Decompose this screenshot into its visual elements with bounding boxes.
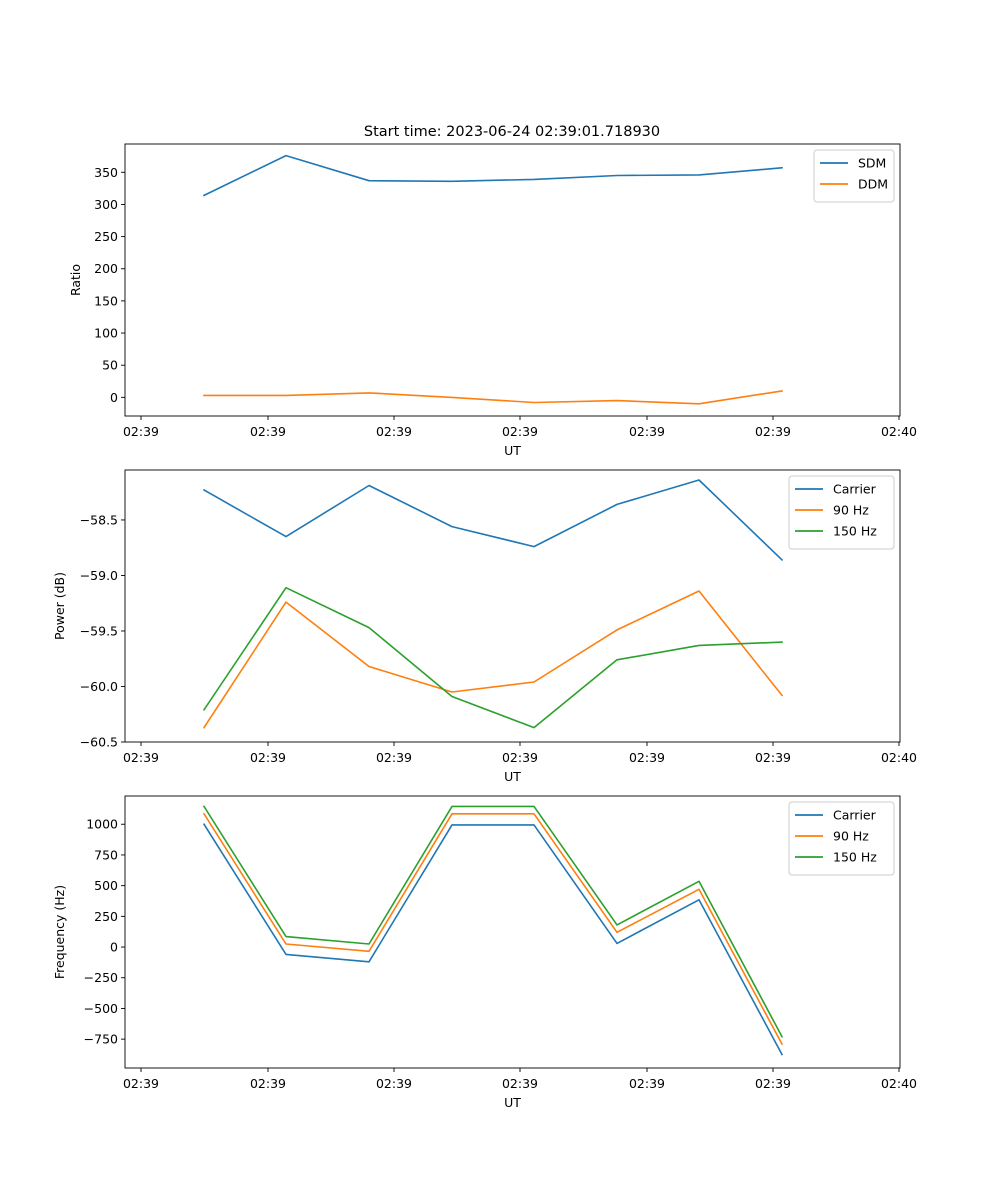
x-tick-label: 02:39 (502, 1076, 538, 1091)
y-tick-label: 50 (102, 358, 118, 373)
legend-label: 150 Hz (833, 524, 877, 539)
y-tick-label: 500 (94, 878, 118, 893)
y-tick-label: 0 (110, 940, 118, 955)
y-tick-label: 1000 (86, 817, 118, 832)
legend-label: DDM (858, 177, 888, 192)
chart-2: 02:39 02:39 02:39 02:39 02:39 02:39 02:40 −60.5… (52, 469, 917, 784)
legend-label: Carrier (833, 808, 877, 823)
x-tick-label: 02:39 (629, 1076, 665, 1091)
x-tick-label: 02:40 (881, 1076, 917, 1091)
y-tick-label: 250 (94, 229, 118, 244)
legend-label: 90 Hz (833, 503, 869, 518)
x-tick-label: 02:39 (502, 424, 538, 439)
x-tick-label: 02:39 (250, 424, 286, 439)
y-tick-label: −60.0 (80, 679, 118, 694)
y-tick-label: −750 (84, 1032, 118, 1047)
x-axis-label: UT (504, 1095, 521, 1110)
x-tick-label: 02:39 (376, 1076, 412, 1091)
axes-frame (124, 143, 901, 417)
y-tick-label: 300 (94, 197, 118, 212)
y-axis-label: Frequency (Hz) (52, 885, 67, 979)
x-tick-label: 02:40 (881, 750, 917, 765)
x-tick-label: 02:39 (250, 750, 286, 765)
series-line-ddm (203, 389, 783, 405)
x-tick-label: 02:39 (755, 1076, 791, 1091)
x-tick-label: 02:39 (629, 750, 665, 765)
series-line-90-hz (202, 812, 784, 1046)
y-tick-label: −250 (84, 970, 118, 985)
y-tick-label: 150 (94, 293, 118, 308)
axes-frame (124, 469, 901, 743)
x-tick-label: 02:39 (502, 750, 538, 765)
axes-frame (124, 795, 901, 1069)
x-axis-label: UT (504, 769, 521, 784)
y-tick-label: 0 (110, 390, 118, 405)
series-line-carrier (202, 823, 784, 1056)
series-line-150-hz (202, 586, 783, 729)
legend: Carrier 90 Hz 150 Hz (788, 475, 895, 550)
y-tick-label: 750 (94, 847, 118, 862)
series-line-carrier (202, 479, 784, 562)
y-tick-label: −58.5 (80, 512, 118, 527)
x-tick-label: 02:39 (123, 424, 159, 439)
y-tick-label: −60.5 (80, 735, 118, 750)
x-tick-label: 02:39 (250, 1076, 286, 1091)
x-tick-label: 02:39 (376, 424, 412, 439)
y-axis-label: Ratio (68, 264, 83, 296)
x-axis-label: UT (504, 443, 521, 458)
legend-label: 150 Hz (833, 850, 877, 865)
y-tick-label: 250 (94, 909, 118, 924)
figure-title: Start time: 2023-06-24 02:39:01.718930 (364, 124, 660, 140)
x-tick-label: 02:40 (881, 424, 917, 439)
legend: Carrier 90 Hz 150 Hz (788, 801, 895, 876)
y-tick-label: 200 (94, 261, 118, 276)
x-tick-label: 02:39 (123, 1076, 159, 1091)
chart-3: 02:39 02:39 02:39 02:39 02:39 02:39 02:40 −750 −… (52, 795, 917, 1110)
series-line-90-hz (202, 590, 784, 729)
chart-1: 02:39 02:39 02:39 02:39 02:39 02:39 02:40 0 50 10… (68, 143, 917, 458)
legend: SDM DDM (813, 149, 895, 203)
legend-label: SDM (858, 156, 886, 171)
y-tick-label: 100 (94, 326, 118, 341)
y-axis-label: Power (dB) (52, 572, 67, 640)
y-tick-label: 350 (94, 165, 118, 180)
x-tick-label: 02:39 (755, 750, 791, 765)
y-tick-label: −500 (84, 1001, 118, 1016)
x-tick-label: 02:39 (629, 424, 665, 439)
x-tick-label: 02:39 (755, 424, 791, 439)
plots: 02:39 02:39 02:39 02:39 02:39 02:39 02:40 0 50 10… (52, 143, 917, 1110)
legend-label: 90 Hz (833, 829, 869, 844)
series-line-sdm (202, 154, 783, 197)
x-tick-label: 02:39 (123, 750, 159, 765)
x-tick-label: 02:39 (376, 750, 412, 765)
legend-label: Carrier (833, 482, 877, 497)
y-tick-label: −59.0 (80, 568, 118, 583)
series-line-150-hz (202, 805, 784, 1038)
y-tick-label: −59.5 (80, 623, 118, 638)
